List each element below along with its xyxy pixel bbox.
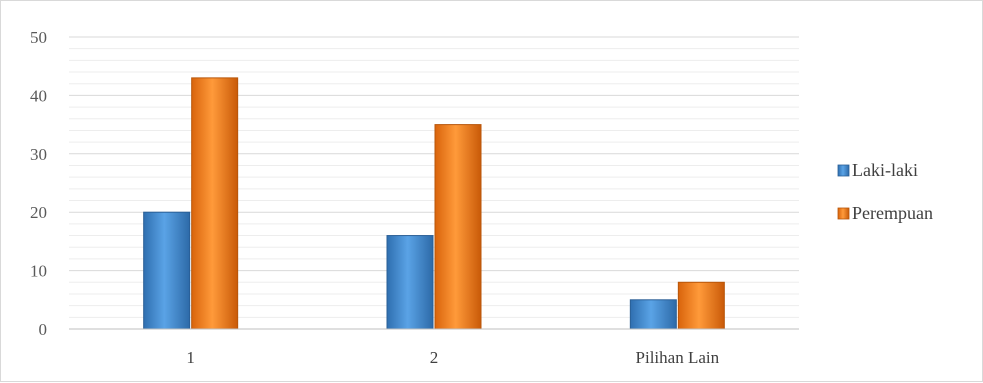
legend: Laki-laki Perempuan — [837, 160, 933, 223]
legend-label-perempuan: Perempuan — [852, 203, 933, 223]
legend-swatch-laki-laki — [837, 164, 850, 177]
y-tick-label: 20 — [30, 203, 47, 222]
bars — [143, 77, 725, 330]
x-axis-ticks: 1 2 Pilihan Lain — [186, 348, 719, 367]
bar-perempuan-2 — [434, 124, 482, 330]
gridlines — [69, 36, 799, 318]
x-category-label: 1 — [186, 348, 195, 367]
bar-laki-laki-2 — [386, 235, 434, 330]
legend-swatch-perempuan — [837, 207, 850, 220]
y-tick-label: 30 — [30, 145, 47, 164]
bar-laki-laki-3 — [629, 299, 677, 330]
bar-perempuan-3 — [677, 281, 725, 330]
bar-perempuan-1 — [191, 77, 239, 330]
x-category-label: 2 — [430, 348, 439, 367]
y-tick-label: 50 — [30, 28, 47, 47]
y-axis-ticks: 0 10 20 30 40 50 — [30, 28, 47, 339]
y-tick-label: 40 — [30, 86, 47, 105]
x-category-label: Pilihan Lain — [636, 348, 720, 367]
legend-label-laki-laki: Laki-laki — [852, 160, 918, 180]
y-tick-label: 0 — [39, 320, 48, 339]
bar-laki-laki-1 — [143, 211, 191, 330]
y-tick-label: 10 — [30, 262, 47, 281]
